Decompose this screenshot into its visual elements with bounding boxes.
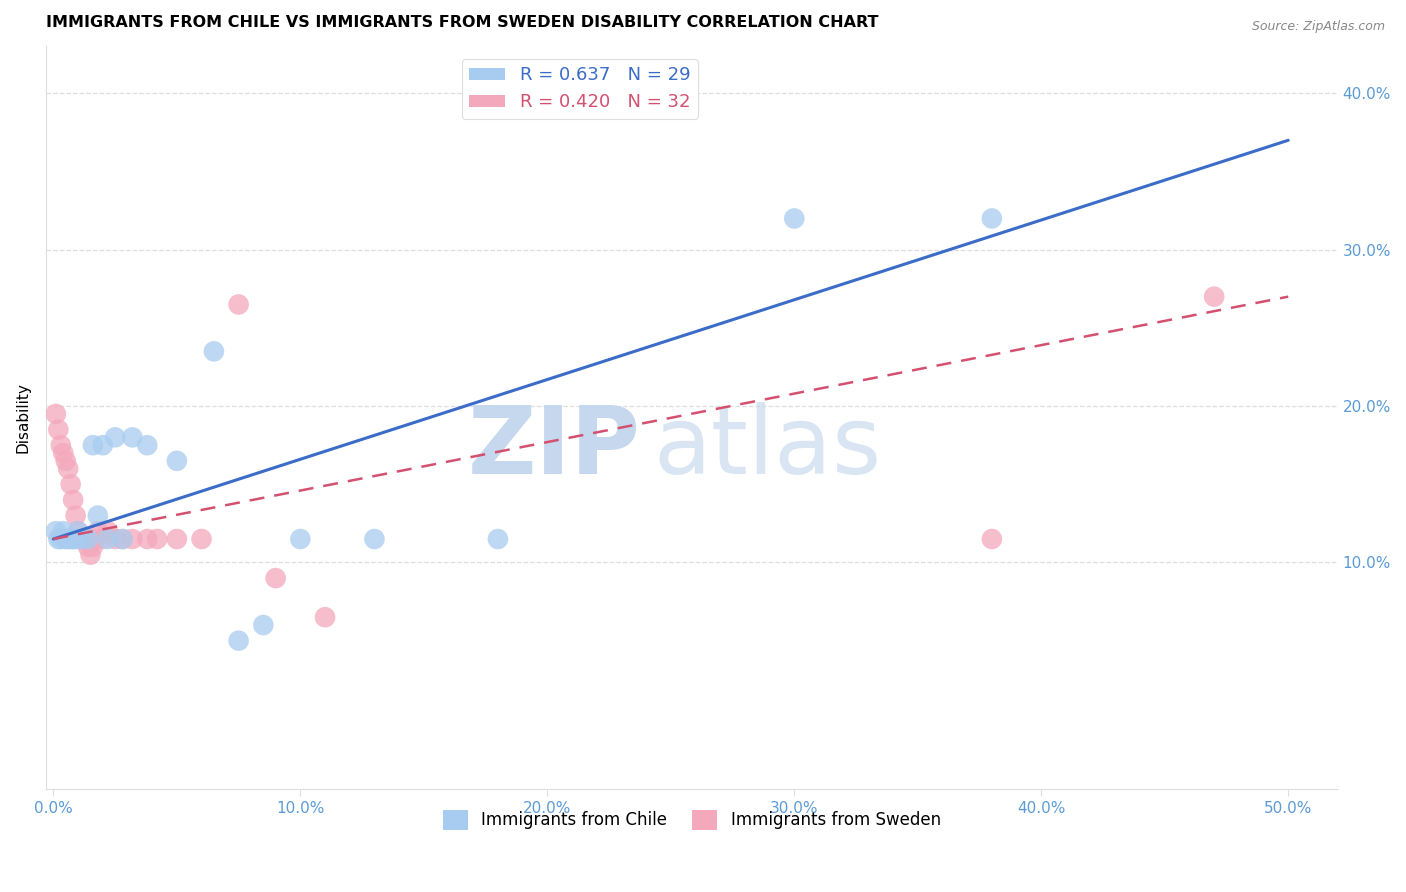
Point	[65, 532, 87, 546]
Point	[52, 524, 75, 539]
Point	[87, 524, 110, 539]
Point	[52, 446, 75, 460]
Point	[97, 532, 120, 546]
Point	[1204, 290, 1226, 304]
Text: ZIP: ZIP	[467, 401, 640, 493]
Point	[136, 438, 159, 452]
Point	[45, 407, 67, 421]
Point	[264, 571, 287, 585]
Point	[72, 532, 94, 546]
Point	[91, 532, 114, 546]
Point	[65, 508, 87, 523]
Point	[290, 532, 312, 546]
Point	[72, 532, 94, 546]
Point	[75, 532, 97, 546]
Point	[252, 618, 274, 632]
Point	[121, 430, 143, 444]
Point	[55, 454, 77, 468]
Point	[166, 532, 188, 546]
Point	[121, 532, 143, 546]
Point	[45, 524, 67, 539]
Point	[228, 633, 250, 648]
Point	[104, 532, 127, 546]
Text: IMMIGRANTS FROM CHILE VS IMMIGRANTS FROM SWEDEN DISABILITY CORRELATION CHART: IMMIGRANTS FROM CHILE VS IMMIGRANTS FROM…	[46, 15, 879, 30]
Point	[980, 211, 1002, 226]
Y-axis label: Disability: Disability	[15, 383, 30, 453]
Point	[87, 508, 110, 523]
Point	[166, 454, 188, 468]
Point	[486, 532, 509, 546]
Point	[77, 532, 100, 546]
Text: Source: ZipAtlas.com: Source: ZipAtlas.com	[1251, 20, 1385, 33]
Point	[55, 532, 77, 546]
Point	[190, 532, 212, 546]
Point	[97, 524, 120, 539]
Point	[67, 524, 90, 539]
Point	[91, 438, 114, 452]
Point	[146, 532, 169, 546]
Point	[980, 532, 1002, 546]
Point	[62, 492, 84, 507]
Point	[111, 532, 134, 546]
Point	[62, 532, 84, 546]
Text: atlas: atlas	[652, 401, 882, 493]
Point	[783, 211, 806, 226]
Point	[79, 548, 101, 562]
Point	[46, 423, 69, 437]
Point	[67, 524, 90, 539]
Point	[228, 297, 250, 311]
Point	[49, 532, 72, 546]
Point	[202, 344, 225, 359]
Point	[104, 430, 127, 444]
Point	[69, 532, 91, 546]
Point	[84, 532, 107, 546]
Point	[82, 438, 104, 452]
Point	[77, 540, 100, 554]
Point	[82, 540, 104, 554]
Point	[46, 532, 69, 546]
Point	[49, 438, 72, 452]
Point	[58, 461, 80, 475]
Point	[314, 610, 336, 624]
Point	[111, 532, 134, 546]
Point	[58, 532, 80, 546]
Point	[363, 532, 385, 546]
Point	[136, 532, 159, 546]
Point	[59, 477, 82, 491]
Legend: Immigrants from Chile, Immigrants from Sweden: Immigrants from Chile, Immigrants from S…	[436, 803, 948, 837]
Point	[59, 532, 82, 546]
